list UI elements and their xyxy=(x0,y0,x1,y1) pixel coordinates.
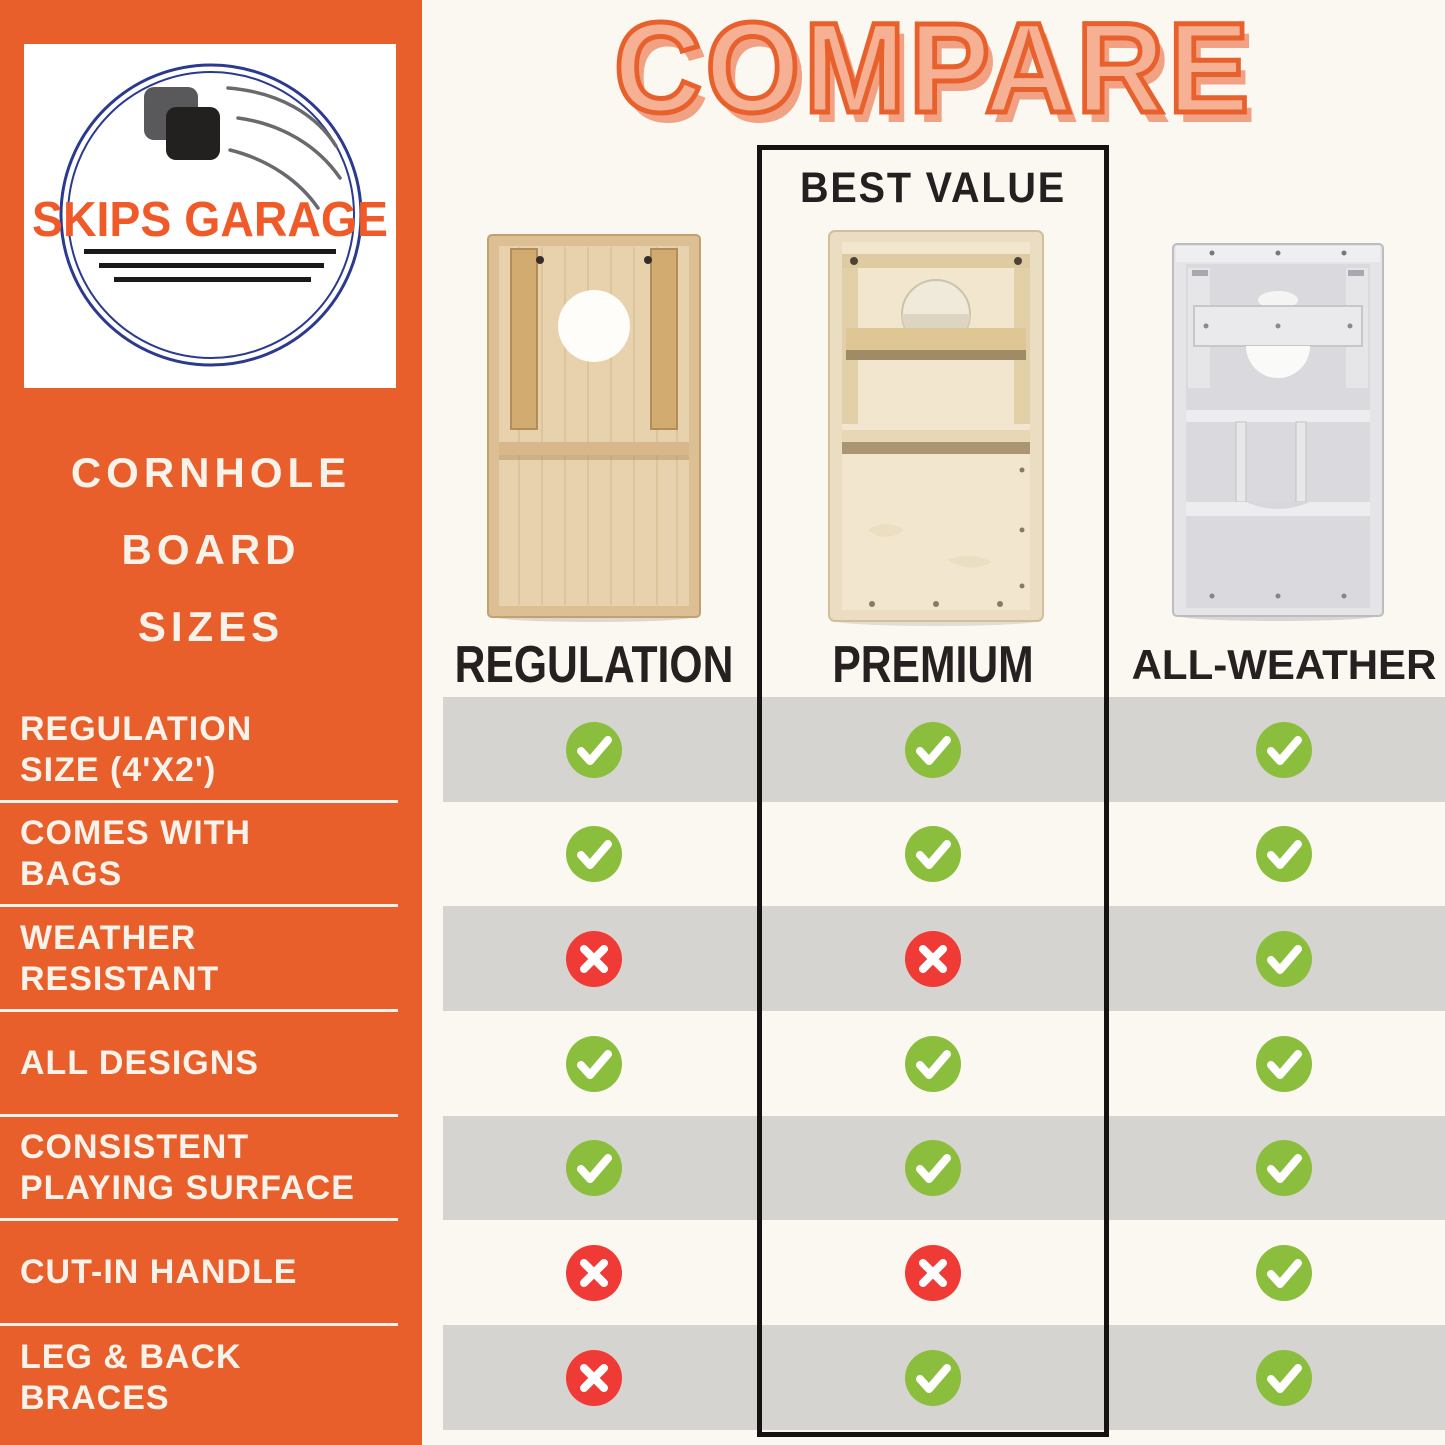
feature-label-line: LEG & BACK xyxy=(20,1337,242,1376)
column-header-regulation: REGULATION xyxy=(454,636,734,694)
sidebar-title-line: BOARD xyxy=(121,526,301,573)
cross-icon xyxy=(565,930,623,988)
feature-label: ALL DESIGNS xyxy=(0,1011,422,1116)
feature-label-line: CONSISTENT xyxy=(20,1128,250,1166)
check-icon xyxy=(1255,721,1313,779)
feature-label-line: RESISTANT xyxy=(20,959,220,998)
check-icon xyxy=(904,1035,962,1093)
column-header-premium: PREMIUM xyxy=(832,636,1034,694)
check-icon xyxy=(904,1349,962,1407)
feature-label-line: BAGS xyxy=(20,855,123,893)
logo-circle-outer xyxy=(59,63,363,367)
check-icon xyxy=(565,825,623,883)
feature-label-line: ALL DESIGNS xyxy=(20,1044,259,1082)
page-title-wrap: COMPARE COMPARE xyxy=(422,0,1445,150)
check-icon xyxy=(1255,930,1313,988)
motion-lines-icon xyxy=(226,86,342,210)
sidebar-title: CORNHOLE BOARD SIZES xyxy=(0,434,422,665)
sidebar-divider xyxy=(0,1218,398,1221)
sidebar-divider xyxy=(0,800,398,803)
check-icon xyxy=(565,1035,623,1093)
feature-label-line: CUT-IN HANDLE xyxy=(20,1253,298,1291)
brand-logo-text: SKIPS GARAGE xyxy=(32,193,388,247)
cross-icon xyxy=(904,1244,962,1302)
check-icon xyxy=(904,825,962,883)
check-icon xyxy=(904,721,962,779)
feature-label-line: REGULATION xyxy=(20,709,253,748)
logo-underline-bars xyxy=(84,249,336,282)
board-image-regulation xyxy=(487,234,701,624)
feature-label-line: PLAYING SURFACE xyxy=(20,1169,355,1207)
brand-logo: SKIPS GARAGE xyxy=(24,44,396,388)
sidebar-title-line: SIZES xyxy=(137,603,285,650)
feature-label: REGULATION SIZE (4'X2') xyxy=(0,697,422,802)
page-title: COMPARE xyxy=(612,0,1254,140)
feature-label-line: SIZE (4'X2') xyxy=(20,750,217,789)
sidebar: SKIPS GARAGE CORNHOLE BOARD SIZES REGULA… xyxy=(0,0,422,1445)
check-icon xyxy=(1255,1035,1313,1093)
feature-label: LEG & BACK BRACES xyxy=(0,1325,422,1430)
check-icon xyxy=(1255,1244,1313,1302)
check-icon xyxy=(565,721,623,779)
check-icon xyxy=(1255,1139,1313,1197)
feature-label-line: COMES WITH xyxy=(20,814,251,852)
column-header-all-weather: ALL-WEATHER xyxy=(1131,641,1437,688)
board-image-premium xyxy=(828,230,1044,628)
sidebar-divider xyxy=(0,1009,398,1012)
feature-label: CUT-IN HANDLE xyxy=(0,1220,422,1325)
feature-label: CONSISTENT PLAYING SURFACE xyxy=(0,1116,422,1220)
cross-icon xyxy=(565,1244,623,1302)
cross-icon xyxy=(904,930,962,988)
check-icon xyxy=(1255,825,1313,883)
page-title-shadow: COMPARE xyxy=(620,7,1261,150)
check-icon xyxy=(1255,1349,1313,1407)
feature-label: WEATHER RESISTANT xyxy=(0,906,422,1011)
check-icon xyxy=(565,1139,623,1197)
beanbag-icon xyxy=(166,107,220,160)
sidebar-title-line: CORNHOLE xyxy=(70,449,352,496)
check-icon xyxy=(904,1139,962,1197)
feature-label-line: WEATHER xyxy=(20,918,197,957)
sidebar-divider xyxy=(0,904,398,907)
feature-label-line: BRACES xyxy=(20,1378,170,1417)
best-value-label: BEST VALUE xyxy=(799,164,1067,212)
board-image-all-weather xyxy=(1172,240,1384,622)
sidebar-divider xyxy=(0,1114,398,1117)
cross-icon xyxy=(565,1349,623,1407)
feature-label: COMES WITH BAGS xyxy=(0,802,422,906)
sidebar-divider xyxy=(0,1323,398,1326)
